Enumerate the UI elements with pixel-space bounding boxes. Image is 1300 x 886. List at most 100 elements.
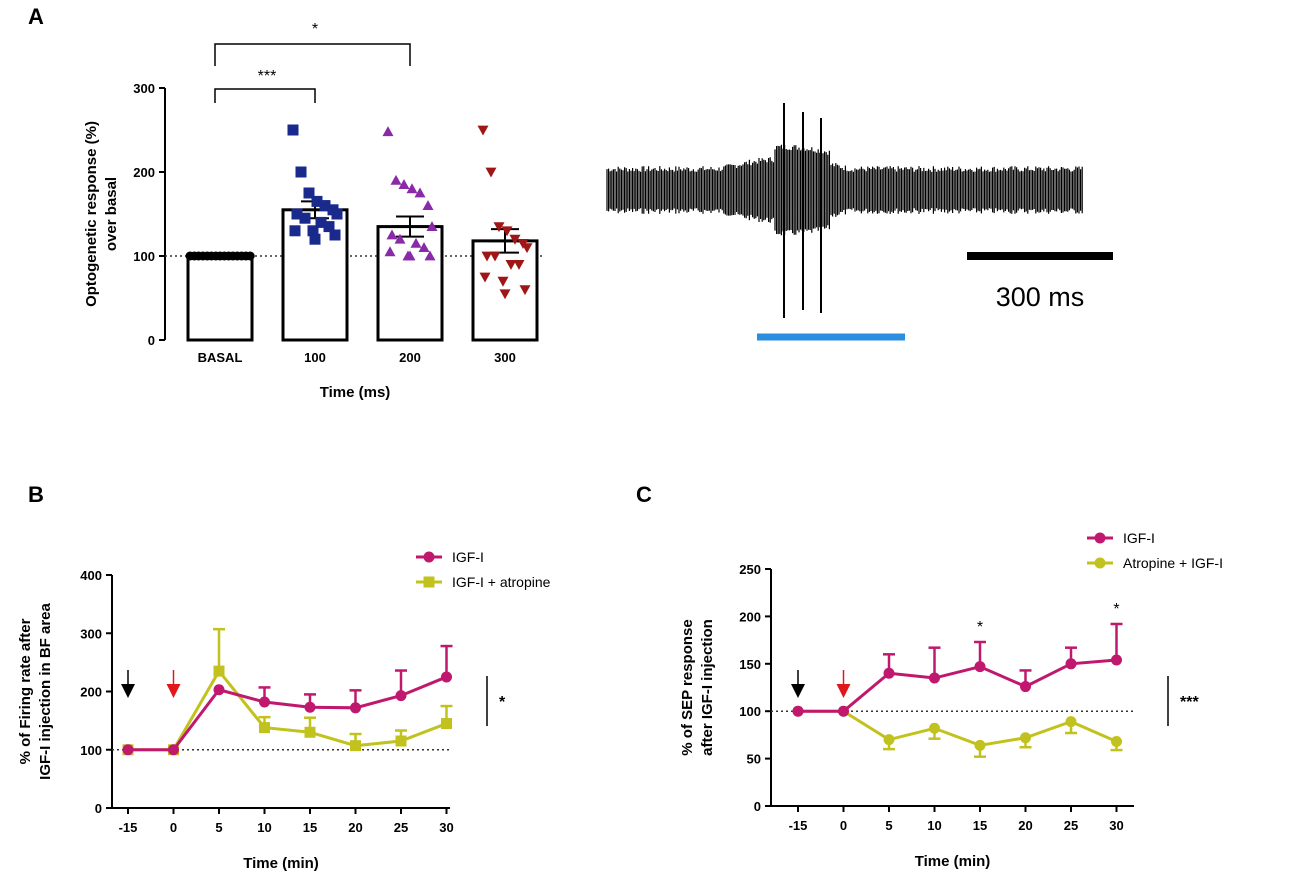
y-tick-label: 100 xyxy=(739,704,761,719)
chart-b: 0 100 200 300 400 -15 0 5 10 15 20 25 30 * IGF-I IGF-I … xyxy=(17,549,551,872)
y-tick-label: 250 xyxy=(739,562,761,577)
data-point xyxy=(501,226,513,237)
x-axis-label: Time (min) xyxy=(915,853,991,870)
x-tick-label: 25 xyxy=(394,820,408,835)
data-point xyxy=(287,124,299,136)
legend-marker xyxy=(1094,557,1106,569)
y-tick-label: 100 xyxy=(80,743,102,758)
data-point xyxy=(792,705,804,717)
x-tick-label: 10 xyxy=(927,818,941,833)
data-point xyxy=(213,684,225,696)
y-tick-label: 0 xyxy=(95,801,102,816)
y-tick-label: 300 xyxy=(80,626,102,641)
recording-trace xyxy=(606,144,1083,236)
y-tick-label: 200 xyxy=(739,609,761,624)
data-point xyxy=(974,739,986,751)
y-tick-label: 50 xyxy=(747,752,761,767)
data-point xyxy=(304,701,316,713)
data-point xyxy=(441,671,452,683)
x-tick-label: 15 xyxy=(303,820,317,835)
data-point xyxy=(1020,732,1031,744)
data-point xyxy=(295,166,307,178)
panel-label-a: A xyxy=(28,4,44,29)
data-point xyxy=(1111,736,1122,748)
data-point xyxy=(1065,658,1077,670)
bar xyxy=(186,254,254,342)
data-point xyxy=(291,208,303,220)
data-point xyxy=(382,126,394,137)
data-point xyxy=(289,225,301,237)
series-line xyxy=(128,668,448,752)
y-tick-label: 0 xyxy=(148,333,155,348)
data-point xyxy=(509,234,521,245)
data-point xyxy=(441,718,452,730)
data-point xyxy=(410,237,422,248)
y-axis-label: % of SEP response xyxy=(679,619,696,755)
y-axis-label: Optogenetic response (%) xyxy=(83,121,100,307)
y-tick-label: 200 xyxy=(80,685,102,700)
data-point xyxy=(929,672,940,684)
x-tick-label: 0 xyxy=(170,820,177,835)
legend-marker xyxy=(423,551,435,563)
x-tick-label: 0 xyxy=(840,818,847,833)
data-point xyxy=(418,242,430,252)
injection-arrow-head xyxy=(166,684,181,698)
data-point xyxy=(213,665,225,677)
data-point xyxy=(304,726,316,738)
data-point xyxy=(350,740,361,752)
y-tick-label: 150 xyxy=(739,657,761,672)
data-point xyxy=(513,260,525,270)
data-point xyxy=(395,690,407,702)
data-point xyxy=(350,702,361,714)
series-line xyxy=(798,658,1117,713)
y-tick-label: 200 xyxy=(133,165,155,180)
significance-bracket xyxy=(214,88,316,103)
x-axis-label: Time (ms) xyxy=(320,384,391,401)
data-point xyxy=(168,744,179,756)
data-point xyxy=(838,705,849,717)
x-tick-label: 10 xyxy=(257,820,271,835)
x-tick-label: 15 xyxy=(973,818,987,833)
data-point xyxy=(499,289,511,300)
data-point xyxy=(331,208,343,220)
data-point xyxy=(245,251,255,261)
legend-label: IGF-I xyxy=(452,549,484,565)
x-tick-label: 20 xyxy=(348,820,362,835)
data-point xyxy=(406,183,418,194)
data-point xyxy=(489,251,501,262)
data-point xyxy=(303,187,315,199)
y-axis-label: IGF-I injection in BF area xyxy=(37,603,54,780)
y-tick-label: 400 xyxy=(80,568,102,583)
x-tick-label: 5 xyxy=(885,818,892,833)
data-point xyxy=(390,174,402,185)
x-tick-label: -15 xyxy=(789,818,808,833)
significance-label: * xyxy=(499,694,506,711)
x-axis-label: Time (min) xyxy=(243,855,319,872)
data-point xyxy=(323,221,335,233)
data-point xyxy=(315,216,327,228)
data-point xyxy=(384,246,396,257)
legend-marker xyxy=(423,576,435,588)
injection-arrow-head xyxy=(121,684,135,698)
data-point xyxy=(883,734,895,746)
significance-label: * xyxy=(312,21,318,38)
data-point xyxy=(329,229,341,241)
x-tick-label: 20 xyxy=(1018,818,1032,833)
scale-bar-label: 300 ms xyxy=(996,282,1085,312)
point-significance: * xyxy=(1113,601,1119,618)
data-point xyxy=(485,167,497,178)
legend-marker xyxy=(1094,532,1106,544)
x-tick-label: 30 xyxy=(439,820,453,835)
y-axis-label: after IGF-I injection xyxy=(699,619,716,756)
data-point xyxy=(497,276,509,287)
data-point xyxy=(929,722,940,734)
x-tick-label: -15 xyxy=(119,820,138,835)
data-point xyxy=(974,661,986,673)
significance-label: *** xyxy=(258,68,277,85)
series-line xyxy=(798,709,1118,747)
data-point xyxy=(311,195,323,207)
data-point xyxy=(259,696,270,708)
bar xyxy=(376,225,444,342)
